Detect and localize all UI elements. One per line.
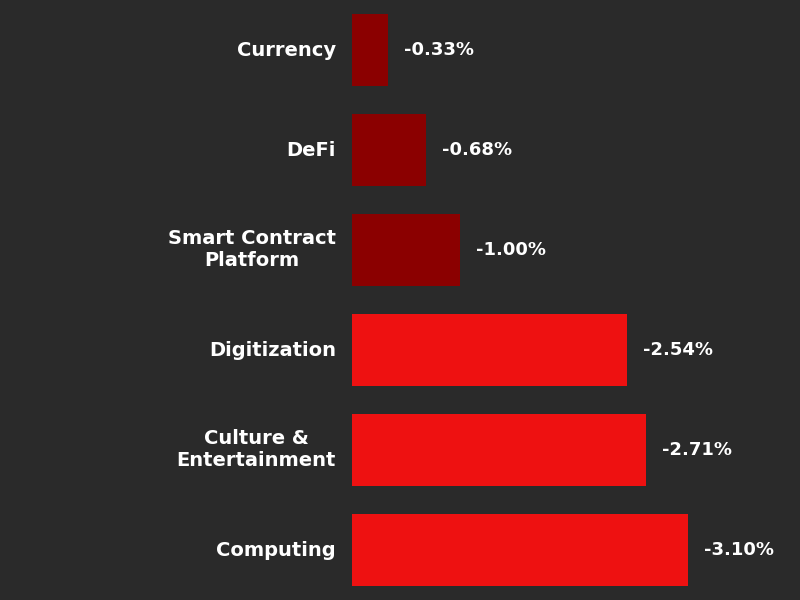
Text: -0.68%: -0.68% bbox=[442, 141, 512, 159]
Text: -0.33%: -0.33% bbox=[404, 41, 474, 59]
FancyBboxPatch shape bbox=[352, 314, 627, 386]
FancyBboxPatch shape bbox=[352, 214, 460, 286]
FancyBboxPatch shape bbox=[352, 14, 388, 86]
Text: Smart Contract
Platform: Smart Contract Platform bbox=[168, 229, 336, 271]
Text: -2.54%: -2.54% bbox=[643, 341, 714, 359]
Text: DeFi: DeFi bbox=[286, 140, 336, 160]
FancyBboxPatch shape bbox=[352, 114, 426, 186]
Text: Digitization: Digitization bbox=[209, 340, 336, 359]
FancyBboxPatch shape bbox=[352, 514, 688, 586]
Text: -1.00%: -1.00% bbox=[476, 241, 546, 259]
Text: Culture &
Entertainment: Culture & Entertainment bbox=[177, 430, 336, 470]
Text: -3.10%: -3.10% bbox=[704, 541, 774, 559]
Text: Computing: Computing bbox=[216, 541, 336, 559]
Text: Currency: Currency bbox=[237, 40, 336, 59]
FancyBboxPatch shape bbox=[352, 414, 646, 486]
Text: -2.71%: -2.71% bbox=[662, 441, 732, 459]
